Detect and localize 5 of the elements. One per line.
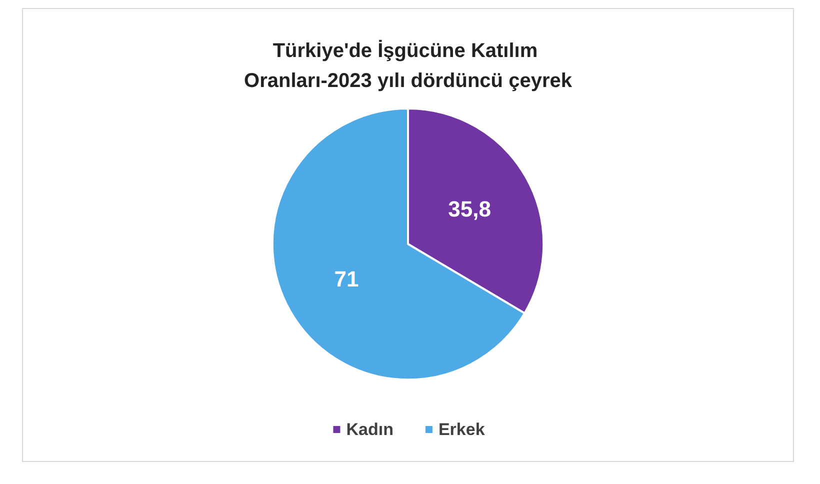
data-label: 71: [334, 266, 359, 292]
legend-label: Kadın: [346, 420, 394, 439]
legend-label: Erkek: [438, 420, 486, 439]
chart-title: Türkiye'de İşgücüne Katılım Oranları-2023 yılı dördüncü çeyrek: [244, 39, 573, 92]
data-label: 35,8: [448, 196, 491, 222]
